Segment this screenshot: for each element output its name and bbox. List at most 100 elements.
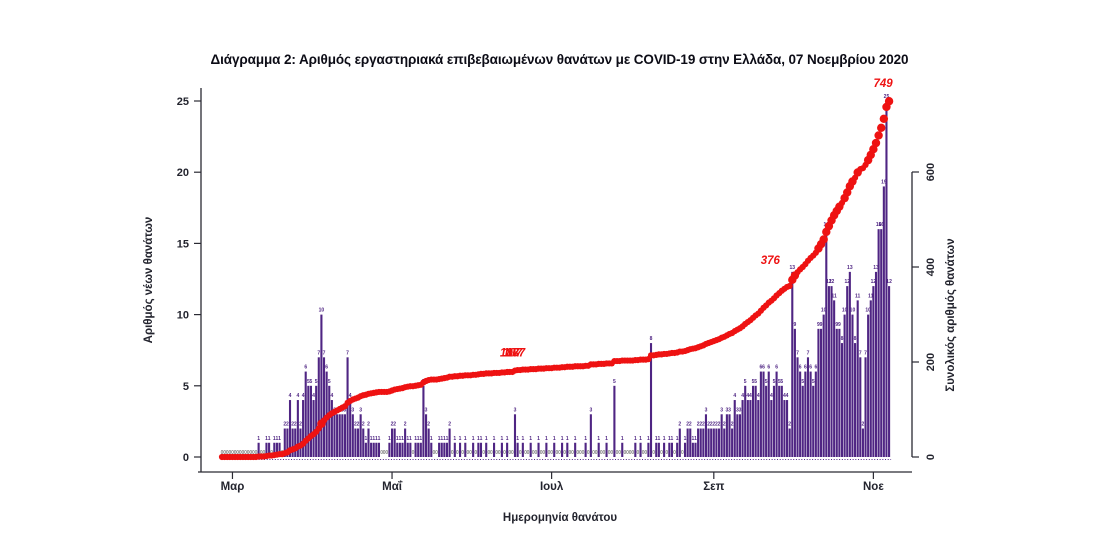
bar-value-label: 3: [359, 407, 362, 413]
daily-deaths-bar: [315, 385, 318, 457]
bar-value-label: 2: [404, 422, 407, 428]
bar-value-label: 2: [294, 422, 297, 428]
daily-deaths-bar: [566, 442, 569, 457]
zero-day-label: 0: [626, 450, 629, 456]
daily-deaths-bar: [388, 442, 391, 457]
daily-deaths-bar: [827, 286, 830, 457]
zero-day-label: 0: [495, 450, 498, 456]
bar-value-label: 1: [396, 436, 399, 442]
daily-deaths-bar: [288, 400, 292, 457]
zero-day-label: 0: [665, 450, 668, 456]
daily-deaths-bar: [404, 428, 407, 457]
zero-day-label: 0: [226, 450, 229, 456]
daily-deaths-bar: [885, 101, 888, 457]
bar-value-label: 4: [296, 393, 299, 399]
daily-deaths-bar: [704, 414, 708, 457]
daily-deaths-bar: [419, 442, 422, 457]
bar-value-label: 1: [506, 436, 509, 442]
daily-deaths-bar: [846, 286, 849, 457]
daily-deaths-bar: [854, 343, 857, 457]
daily-deaths-bar: [414, 442, 417, 457]
zero-day-label: 0: [637, 450, 640, 456]
daily-deaths-bar: [362, 428, 365, 457]
daily-deaths-bar: [778, 385, 781, 457]
daily-deaths-bar: [697, 428, 700, 457]
bar-value-label: 1: [257, 436, 260, 442]
daily-deaths-bar: [597, 442, 600, 457]
daily-deaths-bar: [584, 442, 587, 457]
bar-value-label: 16: [878, 222, 884, 228]
bar-value-label: 7: [807, 350, 810, 356]
daily-deaths-bar: [309, 385, 312, 457]
daily-deaths-bar: [840, 343, 844, 457]
zero-day-label: 0: [563, 450, 566, 456]
daily-deaths-bar: [605, 442, 608, 457]
bar-value-label: 11: [868, 293, 874, 299]
daily-deaths-bar: [265, 442, 268, 457]
bar-value-label: 16: [876, 222, 882, 228]
y-axis-left-title: Αριθμός νέων θανάτων: [143, 217, 155, 344]
bar-value-label: 1: [378, 436, 381, 442]
daily-deaths-bar: [338, 414, 341, 457]
daily-deaths-bar: [453, 442, 456, 457]
daily-deaths-bar: [372, 442, 375, 457]
bar-value-label: 2: [678, 422, 681, 428]
bar-value-label: 1: [537, 436, 540, 442]
zero-day-label: 0: [234, 450, 237, 456]
bar-value-label: 13: [790, 265, 796, 271]
bar-value-label: 10: [319, 308, 325, 314]
daily-deaths-bar: [307, 385, 310, 457]
zero-day-label: 0: [592, 450, 595, 456]
zero-day-label: 0: [255, 450, 258, 456]
bar-value-label: 11: [831, 293, 837, 299]
bar-value-label: 1: [443, 436, 446, 442]
daily-deaths-bar: [406, 442, 409, 457]
daily-deaths-bar: [723, 428, 726, 457]
bar-value-label: 1: [430, 436, 433, 442]
bar-value-label: 9: [838, 322, 841, 328]
bar-value-label: 1: [278, 436, 281, 442]
daily-deaths-bar: [767, 371, 770, 457]
bar-value-label: 4: [749, 393, 752, 399]
x-tick-label: Ιουλ: [540, 481, 564, 493]
bar-value-label: 11: [855, 293, 861, 299]
daily-deaths-bar: [304, 371, 307, 457]
bar-value-label: 1: [694, 436, 697, 442]
cumulative-dot: [874, 131, 883, 140]
zero-day-label: 0: [474, 450, 477, 456]
daily-deaths-bar: [589, 414, 592, 457]
daily-deaths-bar: [765, 385, 768, 457]
daily-deaths-bar: [859, 357, 862, 457]
daily-deaths-bar: [668, 442, 671, 457]
daily-deaths-bar: [506, 442, 509, 457]
bar-value-label: 1: [485, 436, 488, 442]
bar-value-label: 1: [453, 436, 456, 442]
daily-deaths-bar: [477, 442, 480, 457]
bar-value-label: 2: [702, 422, 705, 428]
bar-value-label: 4: [741, 393, 744, 399]
daily-deaths-bar: [757, 400, 760, 457]
bar-value-label: 4: [786, 393, 789, 399]
daily-deaths-bar: [851, 314, 854, 457]
zero-day-label: 0: [221, 450, 224, 456]
x-tick-label: Μαΐ: [382, 481, 403, 493]
zero-day-label: 0: [456, 450, 459, 456]
bar-value-label: 1: [521, 436, 524, 442]
bar-value-label: 2: [357, 422, 360, 428]
bar-value-label: 6: [325, 365, 328, 371]
bar-value-label: 3: [739, 407, 742, 413]
chart-title: Διάγραμμα 2: Αριθμός εργαστηριακά επιβεβ…: [210, 52, 909, 67]
daily-deaths-bar: [364, 442, 367, 457]
x-tick-label: Νοε: [863, 481, 884, 493]
zero-day-label: 0: [642, 450, 645, 456]
milestone-annotation-label: 749: [874, 78, 894, 90]
daily-deaths-bar: [882, 186, 885, 457]
bar-value-label: 2: [707, 422, 710, 428]
bar-value-label: 6: [760, 365, 763, 371]
bar-value-label: 1: [438, 436, 441, 442]
bar-value-label: 2: [788, 422, 791, 428]
bar-value-label: 7: [346, 350, 349, 356]
daily-deaths-bar: [770, 400, 773, 457]
